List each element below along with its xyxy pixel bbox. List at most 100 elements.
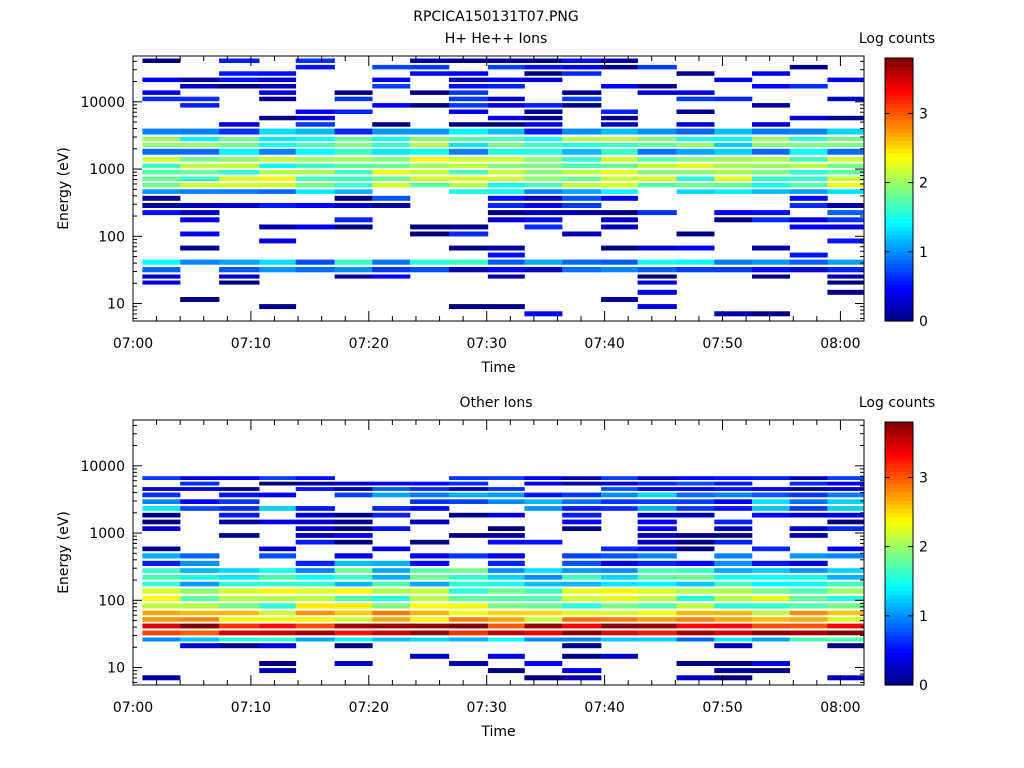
colorbar-step	[885, 152, 913, 158]
spectrogram-cell	[449, 224, 489, 230]
spectrogram-cell	[789, 512, 828, 518]
x-tick-label: 07:30	[467, 336, 507, 352]
spectrogram-cell	[487, 203, 525, 208]
spectrogram-cell	[714, 617, 753, 622]
spectrogram-cell	[372, 148, 411, 155]
colorbar-step	[885, 524, 913, 530]
spectrogram-cell	[259, 163, 297, 169]
spectrogram-cell	[789, 170, 828, 175]
spectrogram-cell	[714, 311, 753, 317]
spectrogram-cell	[410, 231, 450, 237]
spectrogram-cell	[259, 661, 297, 666]
spectrogram-cell	[637, 304, 677, 310]
spectrogram-cell	[524, 661, 563, 666]
spectrogram-cell	[637, 210, 677, 216]
spectrogram-cell	[676, 560, 715, 566]
spectrogram-cell	[562, 643, 602, 649]
spectrogram-cell	[752, 512, 790, 518]
spectrogram-cell	[410, 58, 450, 63]
spectrogram-cell	[372, 610, 411, 616]
colorbar-step	[885, 99, 913, 104]
spectrogram-cell	[180, 203, 220, 208]
spectrogram-cell	[334, 539, 373, 545]
spectrogram-cell	[676, 568, 715, 573]
spectrogram-cell	[487, 122, 525, 127]
spectrogram-cell	[219, 148, 260, 155]
colorbar-step	[885, 438, 913, 444]
spectrogram-cell	[259, 203, 297, 208]
spectrogram-cell	[752, 630, 790, 636]
spectrogram-cell	[789, 637, 828, 642]
spectrogram-cell	[562, 170, 602, 175]
spectrogram-cell	[449, 610, 489, 616]
spectrogram-cell	[259, 224, 297, 230]
spectrogram-cell	[487, 64, 525, 70]
spectrogram-cell	[827, 210, 865, 216]
spectrogram-cell	[180, 231, 220, 237]
spectrogram-cell	[372, 128, 411, 135]
spectrogram-cell	[562, 71, 602, 76]
spectrogram-cell	[449, 182, 489, 188]
spectrogram-cell	[601, 122, 638, 127]
colorbar-step	[885, 611, 913, 616]
spectrogram-cell	[789, 137, 828, 142]
spectrogram-cell	[637, 157, 677, 162]
spectrogram-cell	[676, 487, 715, 491]
spectrogram-cell	[219, 512, 260, 518]
spectrogram-cell	[219, 617, 260, 622]
spectrogram-cell	[601, 128, 638, 135]
spectrogram-cell	[752, 623, 790, 629]
spectrogram-cell	[295, 267, 335, 273]
colorbar-step	[885, 90, 913, 96]
spectrogram-cell	[487, 476, 525, 480]
spectrogram-cell	[827, 512, 865, 518]
spectrogram-cell	[295, 623, 335, 629]
spectrogram-cell	[752, 157, 790, 162]
colorbar-step	[885, 156, 913, 162]
colorbar-step	[885, 304, 913, 310]
spectrogram-cell	[180, 176, 220, 181]
spectrogram-cell	[449, 603, 489, 609]
colorbar-step	[885, 173, 913, 178]
spectrogram-cell	[449, 499, 489, 504]
x-tick-label: 07:10	[231, 700, 271, 716]
spectrogram-cell	[334, 96, 373, 102]
spectrogram-cell	[180, 575, 220, 580]
spectrogram-cell	[259, 71, 297, 76]
spectrogram-cell	[714, 526, 753, 531]
spectrogram-cell	[259, 575, 297, 580]
colorbar-step	[885, 164, 913, 170]
spectrogram-cell	[372, 581, 411, 587]
spectrogram-cell	[487, 668, 525, 674]
spectrogram-cell	[524, 224, 563, 230]
spectrogram-cell	[449, 245, 489, 251]
colorbar-step	[885, 271, 913, 277]
colorbar-step	[885, 197, 913, 203]
spectrogram-cell	[827, 499, 865, 504]
spectrogram-cell	[789, 581, 828, 587]
spectrogram-cell	[372, 630, 411, 636]
spectrogram-cell	[259, 617, 297, 622]
spectrogram-cell	[601, 259, 638, 265]
spectrogram-cell	[676, 506, 715, 511]
spectrogram-cell	[601, 58, 638, 63]
spectrogram-cell	[752, 84, 790, 89]
spectrogram-cell	[449, 96, 489, 102]
spectrogram-cell	[295, 560, 335, 566]
spectrogram-cell	[334, 568, 373, 573]
spectrogram-cell	[180, 617, 220, 622]
spectrogram-cell	[219, 595, 260, 602]
spectrogram-cell	[752, 103, 790, 108]
spectrogram-cell	[410, 588, 450, 594]
spectrogram-cell	[334, 189, 373, 194]
spectrogram-cell	[334, 203, 373, 208]
colorbar-step	[885, 483, 913, 489]
spectrogram-cell	[334, 259, 373, 265]
spectrogram-cell	[180, 297, 220, 302]
spectrogram-cell	[524, 481, 563, 486]
spectrogram-cell	[524, 259, 563, 265]
spectrogram-cell	[676, 267, 715, 273]
spectrogram-cell	[752, 176, 790, 181]
spectrogram-cell	[259, 128, 297, 135]
spectrogram-cell	[637, 581, 677, 587]
